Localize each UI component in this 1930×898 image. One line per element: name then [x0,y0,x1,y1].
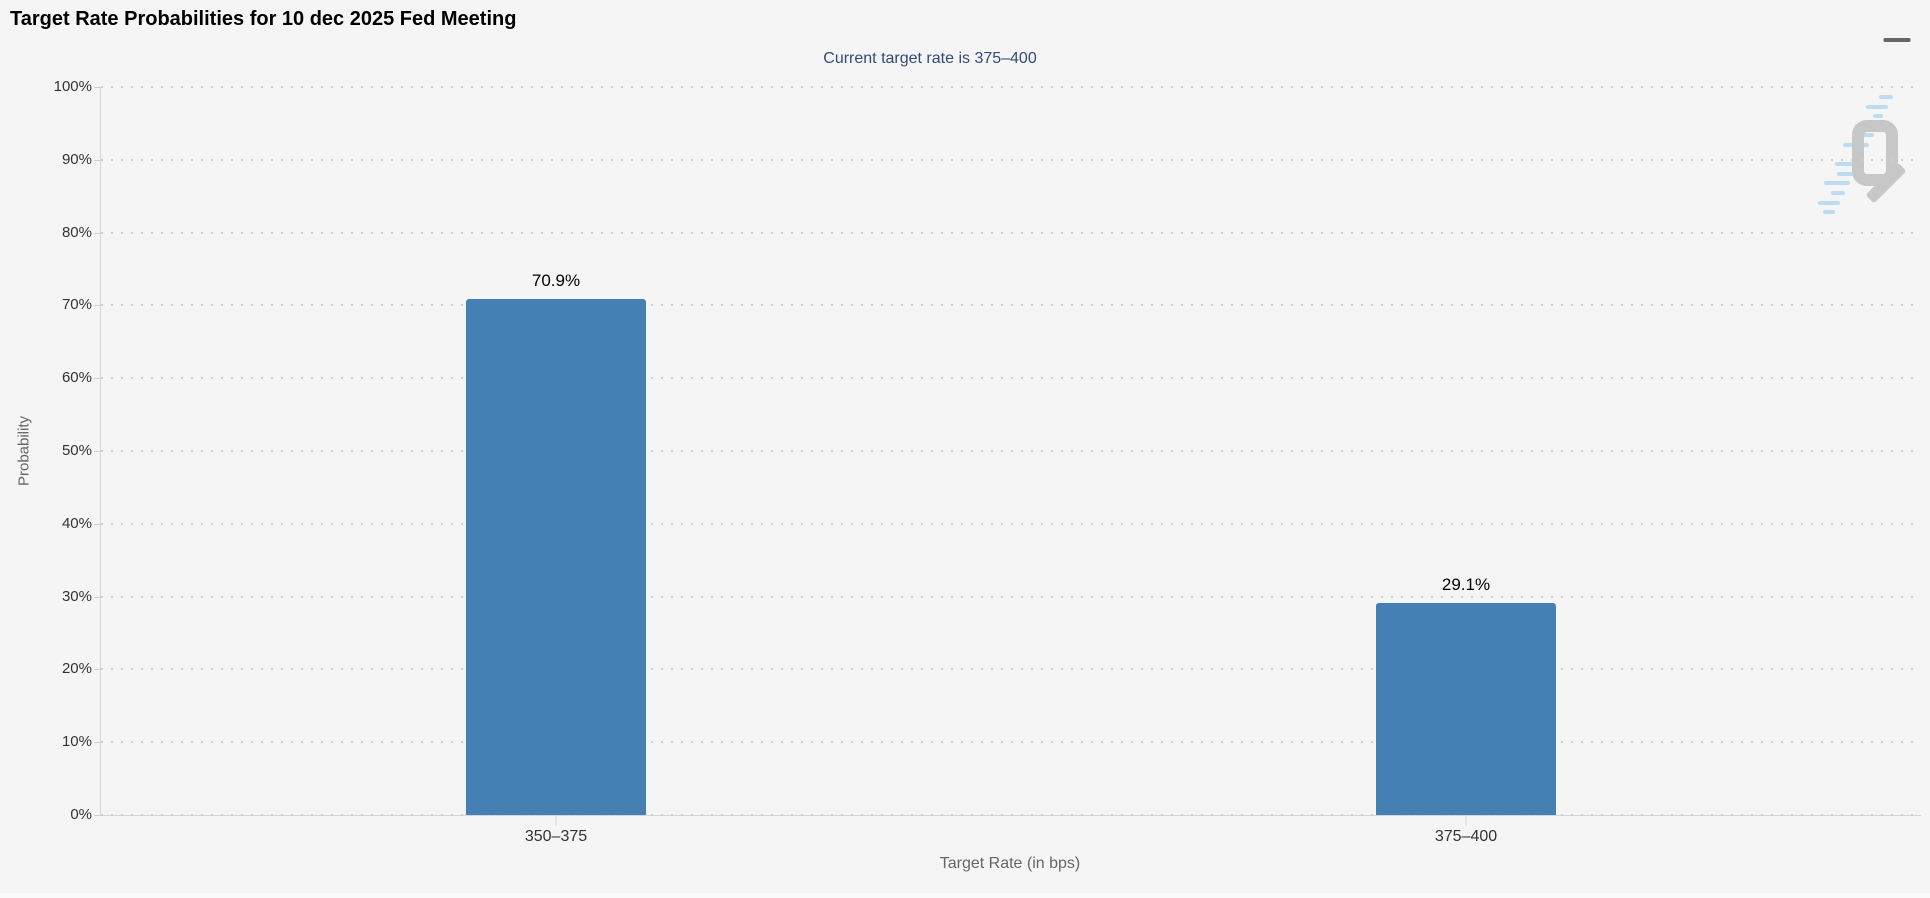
y-tick-label: 80% [61,223,92,241]
gridline [101,231,1921,234]
y-tick-label: 0% [70,806,92,823]
y-tick-label: 90% [61,150,92,168]
gridline [101,450,1921,452]
gridline [101,377,1921,380]
y-tick-label: 70% [61,296,92,314]
y-tick-label: 30% [61,587,92,605]
bottom-edge [0,893,1930,898]
y-tick-label: 40% [61,514,92,532]
gridline [101,522,1921,525]
x-tick-mark [1465,816,1467,826]
chart-title: Target Rate Probabilities for 10 dec 202… [10,8,517,30]
context-menu-button[interactable] [1880,14,1914,42]
y-tick-label: 10% [61,733,92,751]
bar-375-400[interactable] [1376,603,1556,815]
y-tick-mark [94,378,100,380]
gridline [101,158,1921,161]
y-tick-mark [94,159,100,161]
chart-subtitle: Current target rate is 375–400 [823,50,1037,67]
x-category-label: 375–400 [1434,828,1498,845]
y-tick-mark [94,305,100,307]
y-tick-mark [94,232,100,234]
y-tick-label: 20% [61,660,92,678]
y-tick-label: 50% [61,442,92,459]
gridline [101,86,1921,88]
x-axis-title: Target Rate (in bps) [939,855,1081,872]
gridline [101,304,1921,307]
y-tick-mark [94,815,100,816]
bar-value-label: 29.1% [1441,575,1491,595]
y-tick-mark [94,87,100,88]
y-tick-mark [94,451,100,452]
x-category-label: 350–375 [524,828,588,845]
y-tick-mark [94,669,100,671]
plot-area: 70.9% 350–375 29.1% 375–400 [94,86,1921,845]
y-tick-mark [94,523,100,525]
y-tick-label: 60% [61,369,92,387]
gridline [101,595,1921,598]
y-tick-label: 100% [53,78,92,95]
gridline [101,814,1921,816]
x-tick-mark [555,816,557,826]
y-tick-mark [94,596,100,598]
bar-value-label: 70.9% [531,270,581,290]
gridline [101,668,1921,671]
gridline [101,741,1921,744]
y-tick-mark [94,742,100,744]
bar-350-375[interactable] [466,298,646,815]
